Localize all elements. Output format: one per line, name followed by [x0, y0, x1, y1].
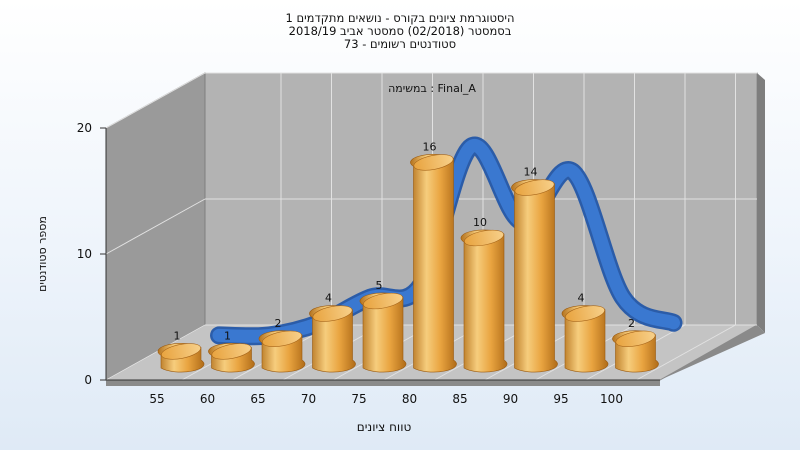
data-label-95: 4 — [578, 292, 585, 305]
series-label: במשימה : Final_A — [388, 82, 476, 95]
bar-body — [309, 305, 356, 373]
gridline-left — [105, 198, 206, 255]
data-label-80: 16 — [423, 140, 437, 153]
bar-top — [211, 343, 252, 360]
x-tick-label: 85 — [452, 392, 467, 406]
bar-100 — [612, 330, 659, 373]
x-tick-label: 100 — [600, 392, 623, 406]
x-tick-label: 55 — [149, 392, 164, 406]
bar-75 — [359, 292, 407, 373]
x-tick-label: 95 — [553, 392, 568, 406]
data-label-85: 10 — [473, 216, 487, 229]
bar-70 — [309, 305, 356, 373]
bar-body — [561, 305, 609, 373]
x-tick-label: 65 — [250, 392, 265, 406]
bar-top — [363, 292, 403, 310]
chart-title-line-1: היסטוגרמת ציונים בקורס - נושאים מתקדמים … — [285, 11, 515, 25]
bar-top — [262, 330, 302, 347]
gridline-left — [105, 324, 206, 381]
data-label-60: 1 — [224, 329, 231, 342]
data-label-55: 1 — [174, 329, 181, 342]
chart-title-line-3: סטודנטים רשומים - 73 — [343, 37, 457, 51]
bar-65 — [258, 330, 306, 373]
bar-top — [565, 305, 605, 322]
gridline-left — [105, 72, 206, 129]
data-label-75: 5 — [376, 279, 383, 292]
chart-right-edge — [757, 73, 765, 333]
chart-bar-layer — [157, 154, 659, 373]
bar-top — [615, 330, 656, 347]
data-label-90: 14 — [524, 166, 538, 179]
y-tick-label: 20 — [77, 121, 92, 135]
bar-body — [359, 292, 407, 373]
bar-top — [464, 229, 504, 247]
data-label-100: 2 — [628, 317, 635, 330]
bar-60 — [208, 343, 255, 373]
data-label-70: 4 — [325, 292, 332, 305]
bar-top — [161, 343, 201, 360]
bar-top — [312, 305, 353, 322]
bar-80 — [410, 154, 457, 373]
x-tick-label: 70 — [301, 392, 316, 406]
bar-95 — [561, 305, 609, 373]
bar-body — [511, 179, 558, 373]
y-axis-title: מספר סטודנטים — [36, 216, 49, 292]
gridline-floor — [636, 324, 736, 381]
chart-axes: 0 10 20 55 60 65 70 75 80 85 90 95 100 — [77, 121, 660, 406]
bar-body — [460, 229, 508, 373]
y-tick-label: 0 — [84, 373, 92, 387]
bar-top — [514, 179, 555, 196]
chart-title-line-2: בסמסטר (02/2018) סמסטר אביב 2018/19 — [288, 24, 512, 38]
x-tick-label: 90 — [503, 392, 518, 406]
x-tick-label: 60 — [200, 392, 215, 406]
bar-top — [413, 154, 454, 171]
x-tick-label: 75 — [351, 392, 366, 406]
chart-label-layer: 1 1 2 4 5 16 10 14 4 2 — [174, 140, 636, 342]
bar-55 — [157, 343, 205, 373]
y-tick-label: 10 — [77, 247, 92, 261]
bar-85 — [460, 229, 508, 373]
x-tick-label: 80 — [402, 392, 417, 406]
bar-90 — [511, 179, 558, 373]
x-axis-title: טווח ציונים — [357, 420, 412, 434]
data-label-65: 2 — [275, 317, 282, 330]
bar-body — [410, 154, 457, 373]
